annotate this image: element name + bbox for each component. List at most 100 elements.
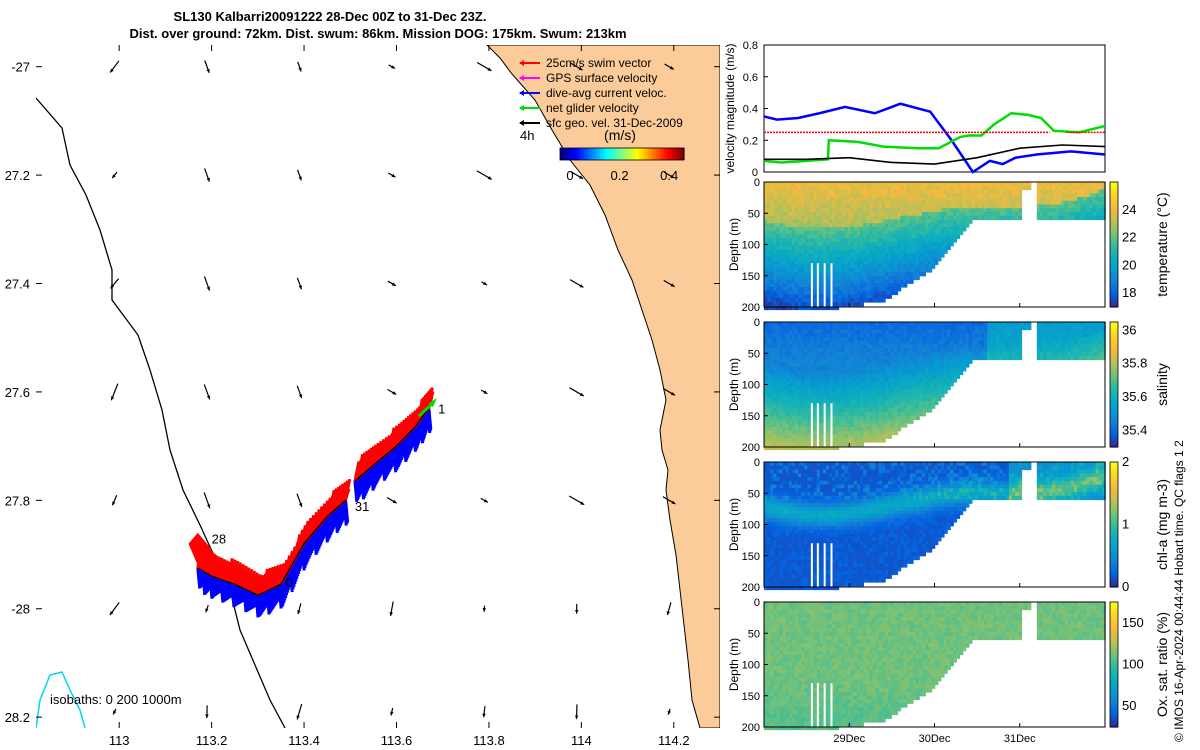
section-cell: [888, 234, 892, 239]
section-cell: [788, 253, 793, 258]
section-colorbar-cell: [1110, 234, 1118, 237]
section-cell: [897, 227, 902, 232]
section-cell: [931, 322, 936, 327]
section-cell: [829, 348, 833, 353]
section-cell: [810, 204, 815, 209]
section-cell: [888, 245, 892, 251]
section-cell: [788, 272, 793, 277]
section-cell: [835, 415, 840, 421]
section-cell: [981, 197, 985, 202]
section-cell: [1083, 208, 1088, 213]
section-cell: [838, 385, 843, 391]
section-cell: [773, 290, 778, 296]
map-ytick-label: 27.6: [5, 385, 30, 400]
section-cell: [881, 212, 886, 217]
section-cell: [869, 287, 874, 292]
section-cell: [804, 189, 809, 194]
section-cell: [866, 340, 871, 346]
section-cell: [872, 275, 877, 281]
section-cell: [798, 404, 802, 409]
section-cell: [928, 260, 933, 266]
section-cell: [782, 374, 787, 379]
map-colorbar-title: (m/s): [604, 127, 636, 143]
section-cell: [897, 208, 902, 213]
section-cell: [900, 322, 905, 327]
section-cell: [788, 204, 793, 209]
section-cell: [912, 355, 917, 361]
section-cell: [912, 359, 917, 364]
section-cell: [810, 227, 815, 232]
section-cell: [795, 193, 799, 198]
section-cell: [860, 298, 864, 303]
section-cell: [897, 275, 902, 281]
section-cell: [878, 337, 883, 342]
section-cell: [894, 234, 899, 239]
section-cell: [863, 260, 868, 266]
section-cell: [816, 397, 821, 402]
section-cell: [866, 234, 871, 239]
section-cell: [925, 370, 930, 376]
section-cell: [906, 238, 911, 243]
section-cell: [900, 245, 905, 251]
section-cell: [897, 234, 902, 239]
section-cell: [888, 363, 892, 368]
section-cell: [822, 257, 827, 262]
section-cell: [832, 279, 837, 284]
section-cell: [909, 185, 914, 191]
section-cell: [773, 215, 778, 221]
section-cell: [782, 385, 787, 391]
section-cell: [857, 279, 861, 284]
section-cell: [931, 230, 936, 236]
section-cell: [937, 329, 942, 334]
section-cell: [767, 215, 771, 221]
section-cell: [764, 264, 768, 269]
section-cell: [832, 264, 837, 269]
section-cell: [1043, 212, 1047, 217]
section-cell: [844, 385, 849, 391]
section-cell: [807, 268, 812, 273]
section-cell: [906, 208, 911, 213]
section-cell: [847, 337, 852, 342]
section-cell: [878, 283, 883, 288]
section-cell: [791, 370, 796, 376]
section-colorbar-cell: [1110, 221, 1118, 225]
section-cell: [875, 438, 880, 443]
section-cell: [869, 427, 874, 432]
section-cell: [776, 253, 781, 258]
section-cell: [795, 208, 799, 213]
section-cell: [875, 393, 880, 398]
section-cell: [841, 325, 846, 331]
section-cell: [922, 359, 926, 364]
section-cell: [857, 329, 861, 334]
section-cell: [1064, 193, 1069, 198]
section-cell: [915, 329, 920, 334]
section-cell: [776, 363, 781, 368]
section-cell: [1055, 204, 1060, 209]
section-cell: [822, 322, 827, 327]
section-cell: [906, 223, 911, 228]
section-cell: [785, 189, 790, 194]
section-cell: [782, 389, 787, 394]
section-cell: [881, 322, 886, 327]
section-cell: [819, 290, 824, 296]
section-cell: [863, 185, 868, 191]
section-cell: [872, 400, 877, 406]
section-cell: [850, 215, 855, 221]
section-cell: [785, 329, 790, 334]
section-cell: [946, 238, 951, 243]
section-cell: [990, 193, 995, 198]
section-cell: [866, 253, 871, 258]
section-cell: [869, 200, 874, 206]
section-cell: [773, 193, 778, 198]
section-colorbar-tick: 20: [1122, 257, 1136, 272]
section-cell: [866, 238, 871, 243]
section-cell: [770, 408, 775, 413]
geo-velocity-arrowhead: [482, 608, 487, 612]
section-cell: [788, 223, 793, 228]
section-cell: [1083, 185, 1088, 191]
section-cell: [872, 223, 877, 228]
section-cell: [813, 337, 818, 342]
section-cell: [853, 374, 858, 379]
